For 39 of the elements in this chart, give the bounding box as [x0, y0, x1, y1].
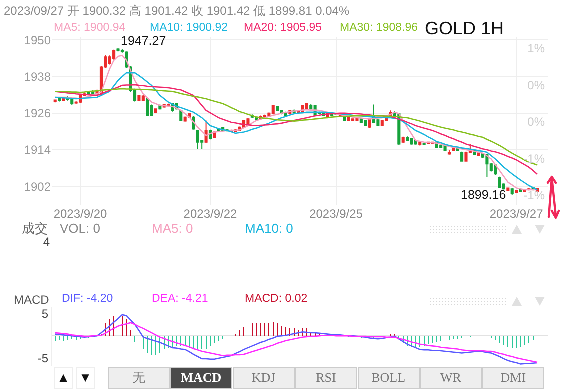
text: BOLL — [358, 367, 420, 389]
text: RSI — [295, 367, 358, 389]
annotation: 1899.16 — [461, 188, 506, 202]
series-label: MACD: 0.02 — [245, 293, 308, 305]
y-tick-label: 1902 — [24, 180, 52, 194]
chart-title: GOLD 1H — [425, 18, 504, 38]
y2-tick-label: -1% — [524, 188, 546, 202]
text: 成交 — [22, 221, 48, 236]
y-tick-label: 1926 — [24, 106, 52, 121]
text: MA5: 0 — [152, 221, 194, 236]
x-tick-label: 2023/9/20 — [54, 207, 108, 221]
text: KDJ — [232, 367, 295, 389]
y2-tick-label: -1% — [524, 152, 546, 166]
text: DEA: -4.21 — [152, 293, 208, 305]
annotation: 1947.27 — [121, 34, 166, 48]
text: VOL: 0 — [60, 221, 100, 236]
series-label: MA5: 1900.94 — [54, 22, 126, 34]
y-tick-label: 1914 — [24, 143, 52, 158]
y-tick-label: -5 — [38, 351, 49, 366]
x-tick-label: 2023/9/25 — [310, 207, 364, 221]
x-tick-label: 2023/9/22 — [184, 207, 238, 221]
text: 无 — [108, 367, 170, 389]
text: 4 — [43, 235, 50, 250]
chart-title: MACD — [14, 293, 50, 308]
text: ▲ — [54, 367, 73, 389]
chart-subtitle: 2023/09/27 开 1900.32 高 1901.42 收 1901.42 低 1899.81 0.04% — [4, 4, 350, 18]
text: MA10: 0 — [245, 221, 294, 236]
y-tick-label: 5 — [42, 307, 49, 322]
series-label: DIF: -4.20 — [62, 293, 114, 305]
text: MA30: 1908.96 — [340, 22, 418, 34]
y-tick-label: 1950 — [24, 33, 52, 48]
text: MA20: 1905.95 — [244, 22, 322, 34]
text: ▼ — [76, 367, 95, 389]
x-tick-label: 2023/9/27 — [490, 207, 544, 221]
text: MACD — [170, 367, 232, 389]
text: MA10: 1900.92 — [150, 22, 228, 34]
text: DMI — [482, 367, 544, 389]
y-tick-label: 1938 — [24, 70, 52, 84]
text: WR — [420, 367, 482, 389]
